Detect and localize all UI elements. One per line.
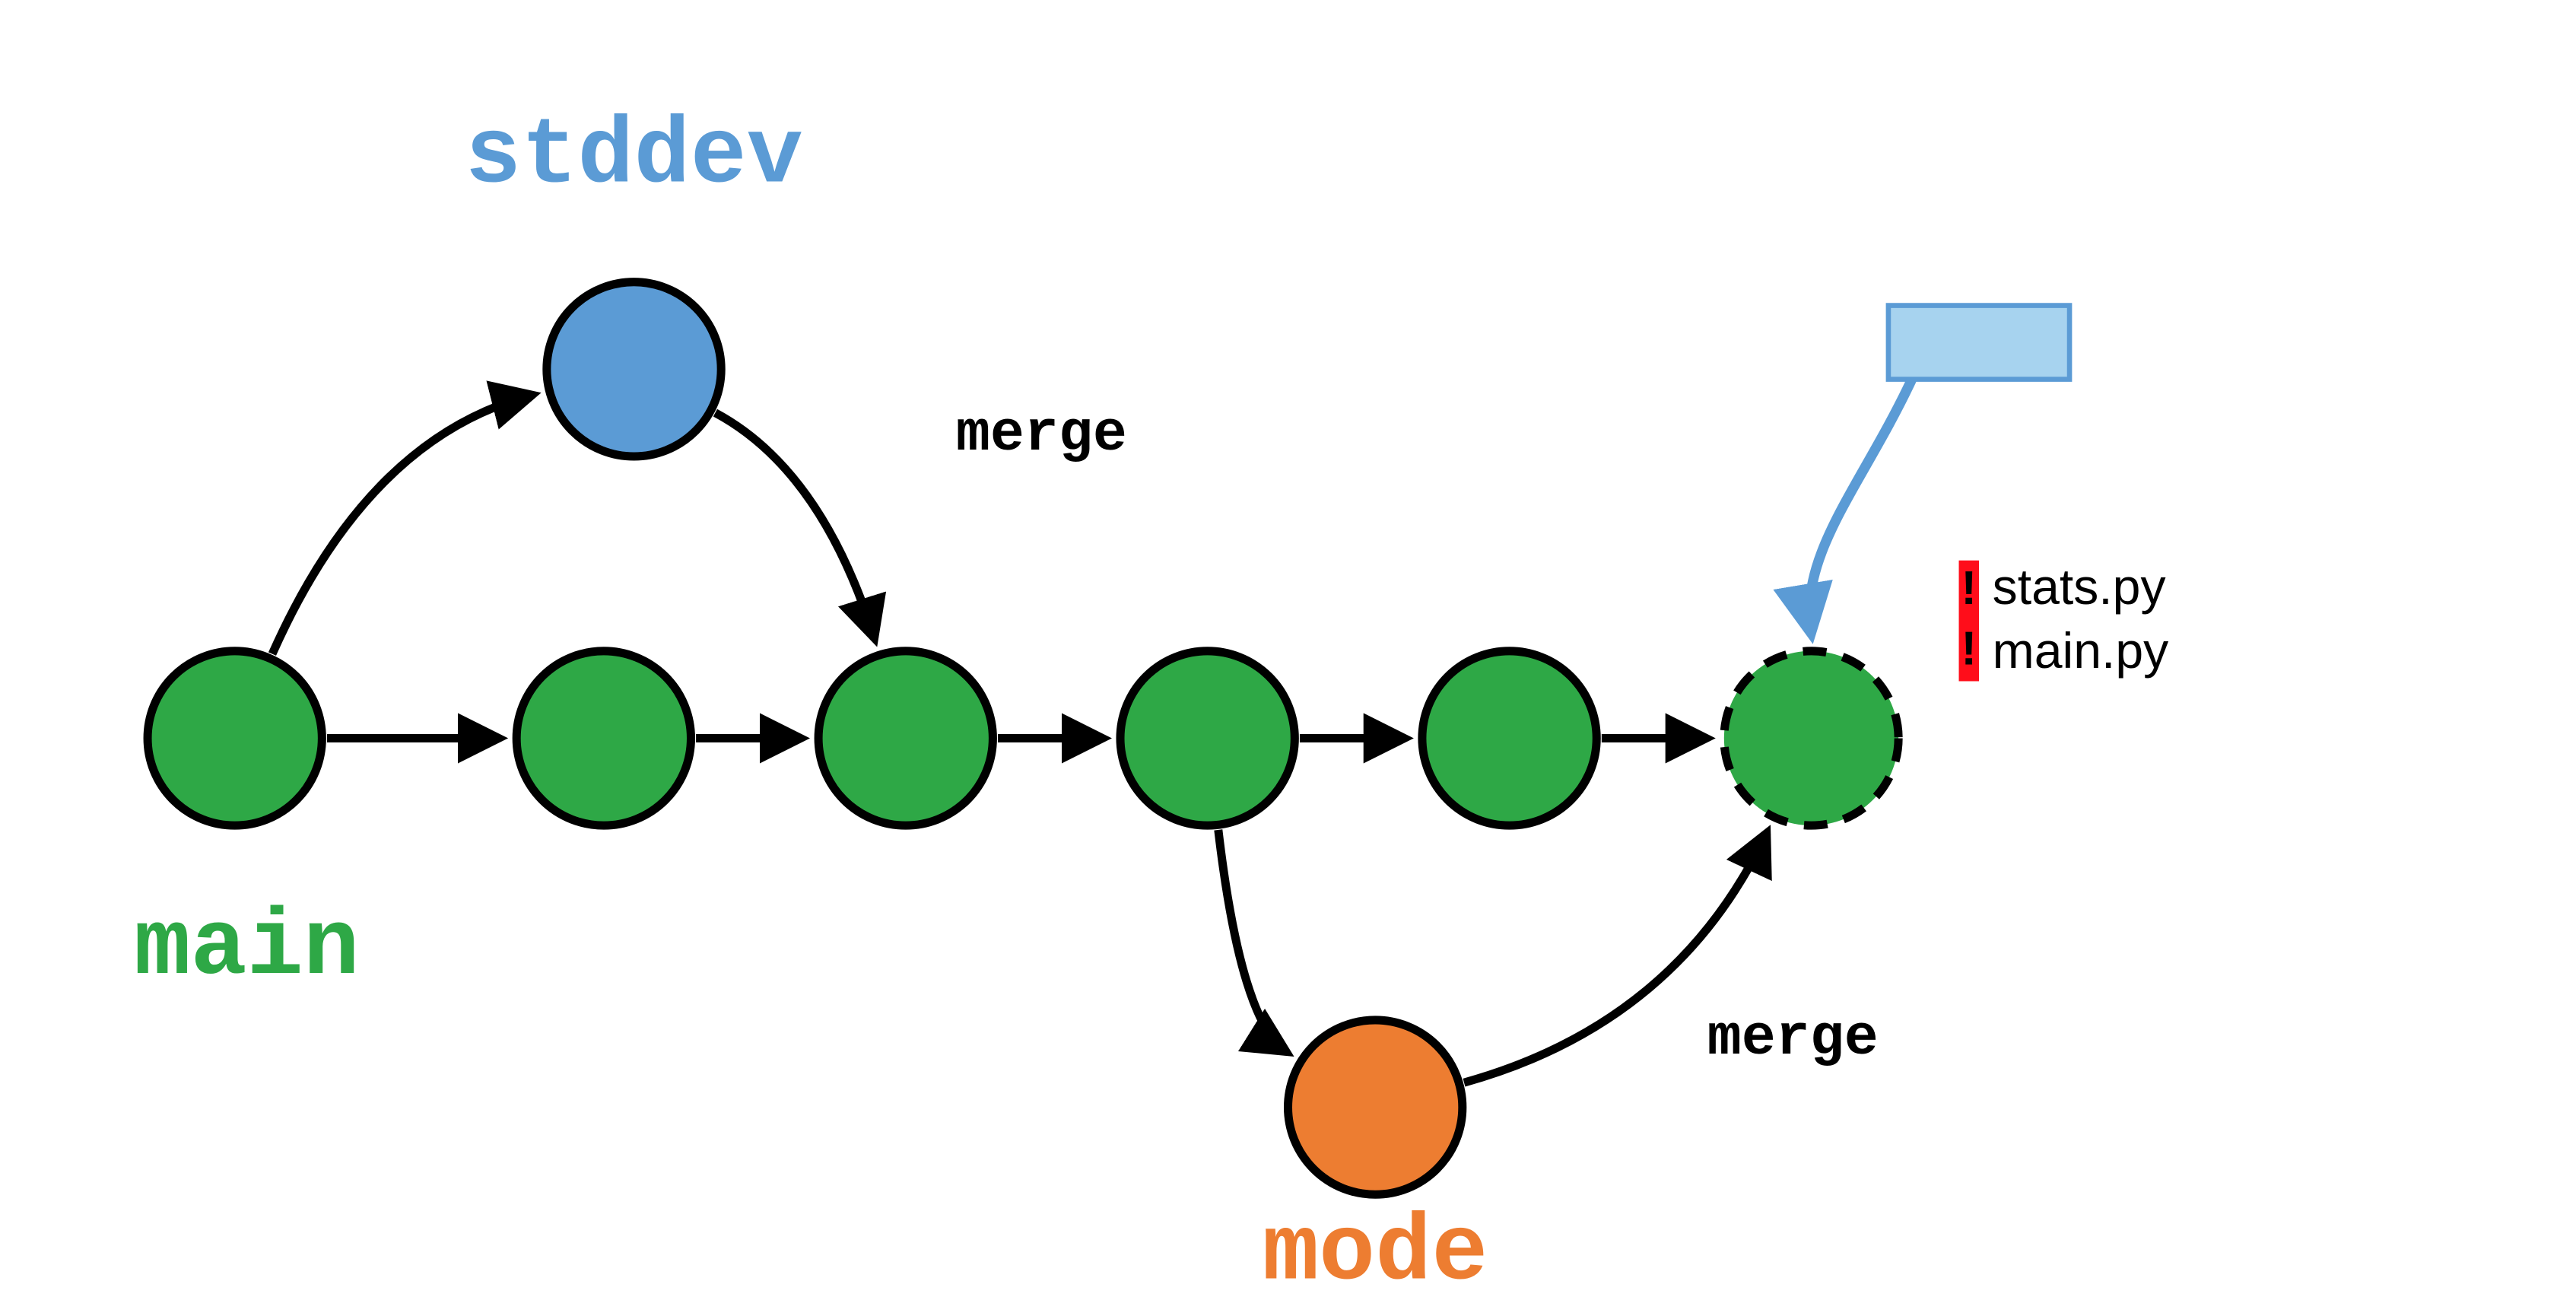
commit-node-c5 [1422, 651, 1596, 825]
conflict-bang-1: ! [1961, 622, 1977, 675]
label-stddev: stddev [465, 103, 803, 210]
head-box [1888, 306, 2069, 380]
commit-node-c6 [1724, 651, 1898, 825]
commit-node-mode [1288, 1020, 1463, 1194]
commit-node-c3 [818, 651, 993, 825]
commit-node-stddev [547, 282, 721, 456]
label-merge2: merge [1707, 1006, 1879, 1071]
commit-node-c4 [1120, 651, 1294, 825]
label-mode: mode [1263, 1201, 1488, 1297]
git-branch-diagram: mainstddevmodemergemergeHEADstats.pymain… [0, 0, 2576, 1297]
conflict-bang-0: ! [1961, 562, 1977, 615]
commit-node-c1 [148, 651, 322, 825]
edge-c4-mode [1218, 830, 1287, 1052]
edge-c1-stddev [272, 395, 533, 654]
commit-node-c2 [516, 651, 691, 825]
label-merge1: merge [956, 402, 1127, 467]
label-file2: main.py [1993, 623, 2169, 679]
head-arrow [1809, 380, 1912, 634]
label-file1: stats.py [1993, 559, 2166, 615]
edge-stddev-c3 [715, 413, 875, 639]
label-main: main [134, 895, 359, 1002]
